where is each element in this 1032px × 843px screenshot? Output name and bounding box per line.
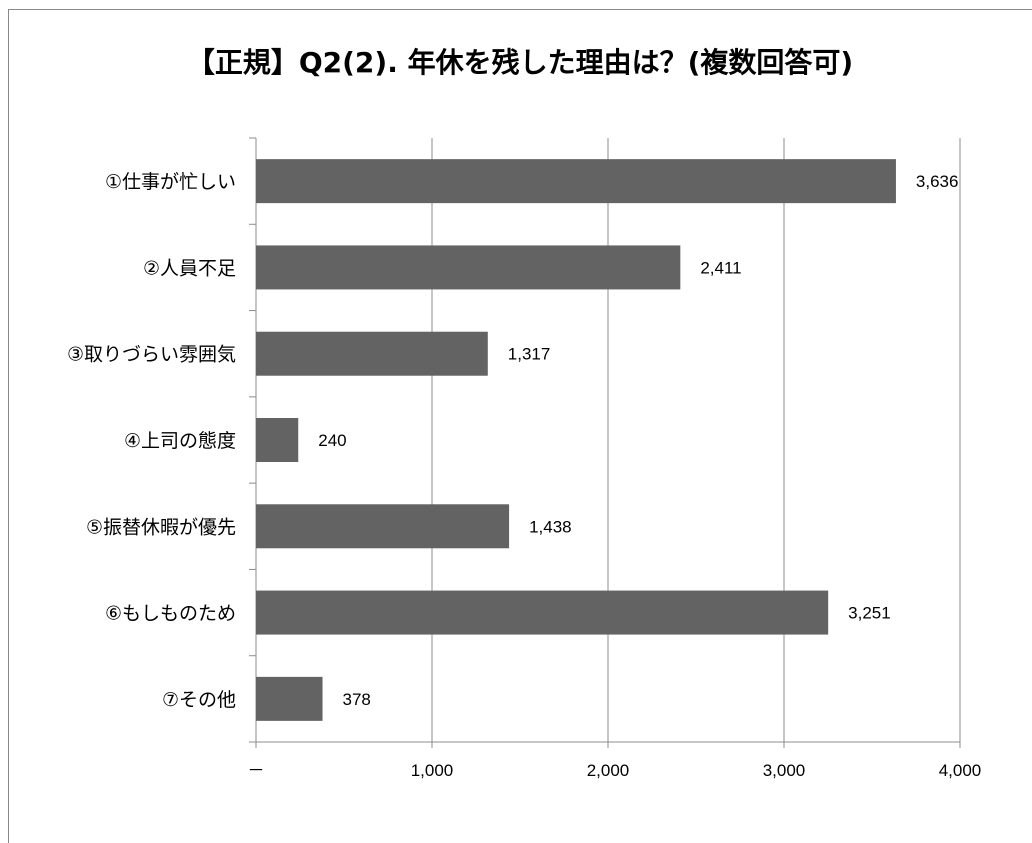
value-label-4: 240 xyxy=(318,431,346,450)
bar-3 xyxy=(256,331,488,376)
x-tick-label-3000: 3,000 xyxy=(763,761,806,780)
category-label-3: ③取りづらい雰囲気 xyxy=(67,344,236,366)
chart-title: 【正規】Q2(2). 年休を残した理由は？(複数回答可) xyxy=(186,46,854,79)
bar-2 xyxy=(256,245,681,290)
bar-4 xyxy=(256,418,299,462)
x-tick-label-0: － xyxy=(248,761,265,780)
category-label-6: ⑥もしものため xyxy=(105,603,236,625)
x-tick-label-4000: 4,000 xyxy=(939,761,982,780)
category-label-7: ⑦その他 xyxy=(162,689,236,711)
bar-7 xyxy=(256,676,323,721)
category-label-1: ①仕事が忙しい xyxy=(105,171,236,193)
value-label-1: 3,636 xyxy=(916,172,959,191)
chart-frame xyxy=(8,9,1032,843)
value-label-5: 1,438 xyxy=(529,517,572,536)
bar-5 xyxy=(256,504,510,549)
bar-1 xyxy=(256,159,896,204)
value-label-2: 2,411 xyxy=(700,258,741,277)
category-label-2: ②人員不足 xyxy=(143,257,236,279)
category-label-4: ④上司の態度 xyxy=(124,430,236,452)
bar-6 xyxy=(256,590,829,635)
category-label-5: ⑤振替休暇が優先 xyxy=(86,516,236,538)
value-label-7: 378 xyxy=(343,690,371,709)
value-label-6: 3,251 xyxy=(848,604,891,623)
value-label-3: 1,317 xyxy=(508,345,551,364)
x-tick-label-1000: 1,000 xyxy=(411,761,454,780)
x-tick-label-2000: 2,000 xyxy=(587,761,630,780)
